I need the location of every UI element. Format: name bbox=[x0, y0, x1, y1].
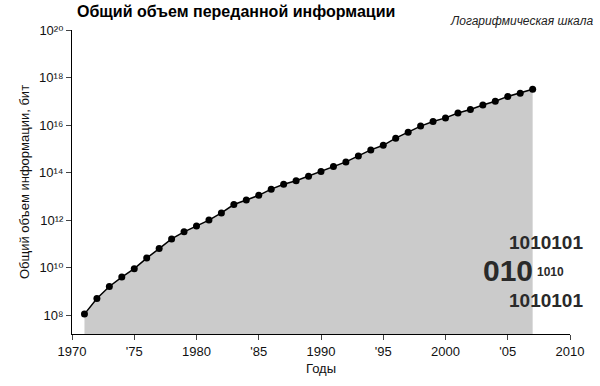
svg-text:Общий объем переданной информа: Общий объем переданной информации bbox=[77, 3, 395, 20]
svg-text:'05: '05 bbox=[499, 344, 516, 359]
svg-text:Общий объем информации, бит: Общий объем информации, бит bbox=[17, 85, 32, 279]
svg-text:1010101: 1010101 bbox=[509, 232, 583, 253]
svg-text:Логарифмическая шкала: Логарифмическая шкала bbox=[450, 14, 593, 28]
svg-text:10¹⁶: 10¹⁶ bbox=[39, 118, 63, 133]
svg-text:1990: 1990 bbox=[307, 344, 336, 359]
svg-text:10¹²: 10¹² bbox=[40, 213, 64, 228]
svg-text:10¹⁴: 10¹⁴ bbox=[39, 165, 63, 180]
svg-text:'75: '75 bbox=[126, 344, 143, 359]
svg-text:10¹⁰: 10¹⁰ bbox=[39, 260, 63, 275]
svg-text:'85: '85 bbox=[250, 344, 267, 359]
svg-text:1980: 1980 bbox=[182, 344, 211, 359]
svg-text:10⁸: 10⁸ bbox=[43, 308, 63, 323]
svg-text:Годы: Годы bbox=[306, 361, 336, 376]
svg-text:2000: 2000 bbox=[431, 344, 460, 359]
svg-text:10²⁰: 10²⁰ bbox=[39, 23, 63, 38]
svg-text:1970: 1970 bbox=[58, 344, 87, 359]
svg-text:010: 010 bbox=[483, 254, 533, 287]
svg-text:10¹⁸: 10¹⁸ bbox=[39, 70, 63, 85]
svg-text:'95: '95 bbox=[375, 344, 392, 359]
svg-text:1010101: 1010101 bbox=[509, 290, 583, 311]
svg-text:2010: 2010 bbox=[556, 344, 585, 359]
svg-text:1010: 1010 bbox=[537, 265, 564, 279]
